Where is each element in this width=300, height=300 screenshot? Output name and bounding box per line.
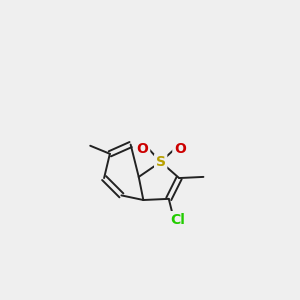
Text: S: S	[156, 155, 166, 169]
Text: Cl: Cl	[170, 213, 185, 226]
Text: O: O	[174, 142, 186, 156]
Text: O: O	[137, 142, 148, 156]
